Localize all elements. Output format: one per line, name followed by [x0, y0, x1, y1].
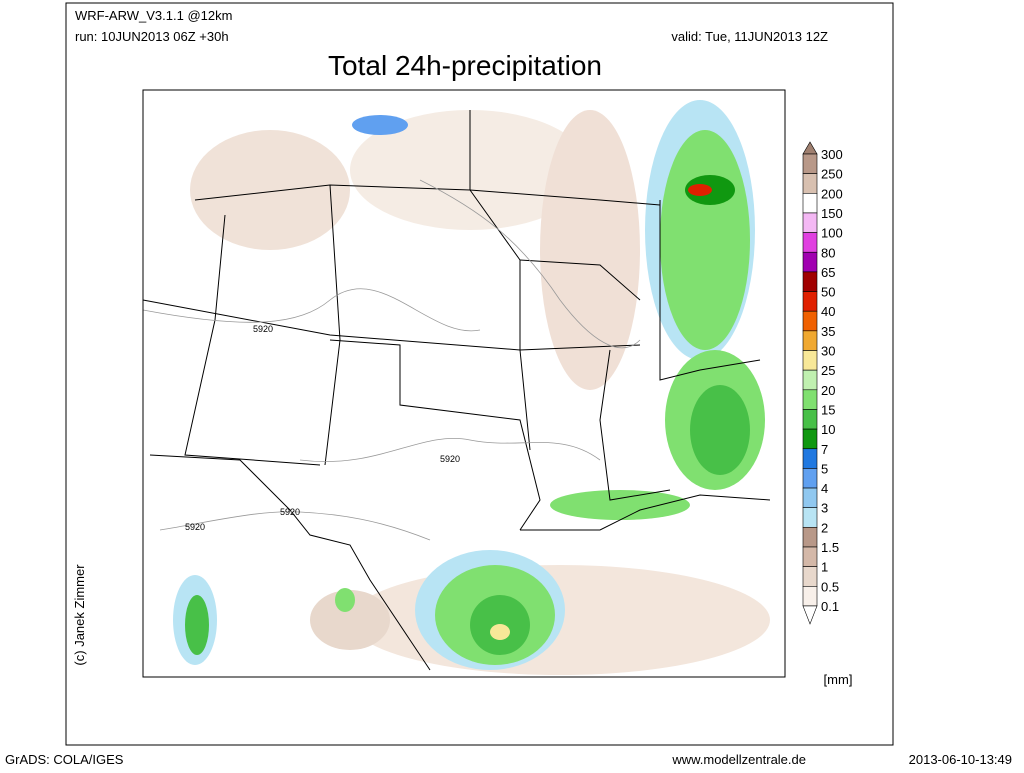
colorbar-swatch — [802, 487, 818, 508]
colorbar-label: 7 — [821, 442, 828, 457]
colorbar-label: 300 — [821, 147, 843, 162]
colorbar-label: 50 — [821, 285, 835, 300]
contour-label: 5920 — [280, 507, 300, 517]
colorbar-swatch — [802, 585, 818, 607]
contour-label: 5920 — [440, 454, 460, 464]
colorbar-bottom-triangle — [802, 605, 818, 625]
contour-label: 5920 — [253, 324, 273, 334]
colorbar-swatch — [802, 566, 818, 587]
colorbar-swatch — [802, 350, 818, 371]
borders — [142, 110, 771, 671]
colorbar-swatch — [802, 232, 818, 253]
colorbar-label: 15 — [821, 402, 835, 417]
colorbar-label: 35 — [821, 324, 835, 339]
colorbar-label: 100 — [821, 226, 843, 241]
colorbar-swatch — [802, 310, 818, 332]
colorbar-label: 0.5 — [821, 579, 839, 594]
colorbar-label: 1 — [821, 560, 828, 575]
colorbar-swatch — [802, 527, 818, 548]
colorbar-swatch — [802, 330, 818, 351]
outer-frame — [65, 2, 894, 746]
colorbar-swatch — [802, 193, 818, 214]
colorbar-swatch — [802, 428, 818, 450]
colorbar-swatch — [802, 389, 818, 410]
colorbar-label: 2 — [821, 520, 828, 535]
colorbar-label: 150 — [821, 206, 843, 221]
colorbar-swatch — [802, 546, 818, 567]
run-label: run: 10JUN2013 06Z +30h — [75, 29, 229, 44]
colorbar-label: 5 — [821, 461, 828, 476]
colorbar-swatch — [802, 271, 818, 292]
colorbar-label: 250 — [821, 167, 843, 182]
colorbar-swatch — [802, 369, 818, 391]
colorbar-label: 25 — [821, 363, 835, 378]
colorbar-label: 20 — [821, 383, 835, 398]
colorbar-label: 3 — [821, 501, 828, 516]
colorbar-label: 80 — [821, 245, 835, 260]
colorbar-swatch — [802, 173, 818, 194]
colorbar-label: 40 — [821, 304, 835, 319]
website: www.modellzentrale.de — [671, 752, 806, 767]
precip-shading — [173, 100, 770, 675]
colorbar-label: 1.5 — [821, 540, 839, 555]
valid-label: valid: Tue, 11JUN2013 12Z — [671, 29, 828, 44]
colorbar-swatch — [802, 153, 818, 174]
colorbar-label: 65 — [821, 265, 835, 280]
height-contours — [142, 179, 641, 541]
timestamp: 2013-06-10-13:49 — [909, 752, 1012, 767]
colorbar-top-triangle — [802, 141, 818, 155]
colorbar-label: 30 — [821, 344, 835, 359]
contour-label: 5920 — [185, 522, 205, 532]
colorbar-label: 10 — [821, 422, 835, 437]
map-frame — [142, 89, 786, 678]
title: Total 24h-precipitation — [328, 50, 602, 81]
colorbar-label: 0.1 — [821, 599, 839, 614]
map: 5920 5920 5920 5920 — [142, 89, 786, 678]
colorbar-swatch — [802, 468, 818, 489]
colorbar-swatch — [802, 212, 818, 233]
colorbar-swatch — [802, 291, 818, 312]
copyright: (c) Janek Zimmer — [72, 564, 87, 666]
unit-label: [mm] — [824, 672, 853, 687]
software-credit: GrADS: COLA/IGES — [5, 752, 124, 767]
colorbar-swatch — [802, 448, 818, 469]
colorbar-label: 4 — [821, 481, 828, 496]
colorbar-swatch — [802, 251, 818, 273]
model-label: WRF-ARW_V3.1.1 @12km — [75, 8, 232, 23]
colorbar-label: 200 — [821, 186, 843, 201]
colorbar-swatch — [802, 507, 818, 528]
colorbar-swatch — [802, 409, 818, 430]
colorbar: 300 250 200 150 100 80 65 50 40 35 30 25 20 15 10 7 5 4 3 2… — [802, 141, 843, 625]
